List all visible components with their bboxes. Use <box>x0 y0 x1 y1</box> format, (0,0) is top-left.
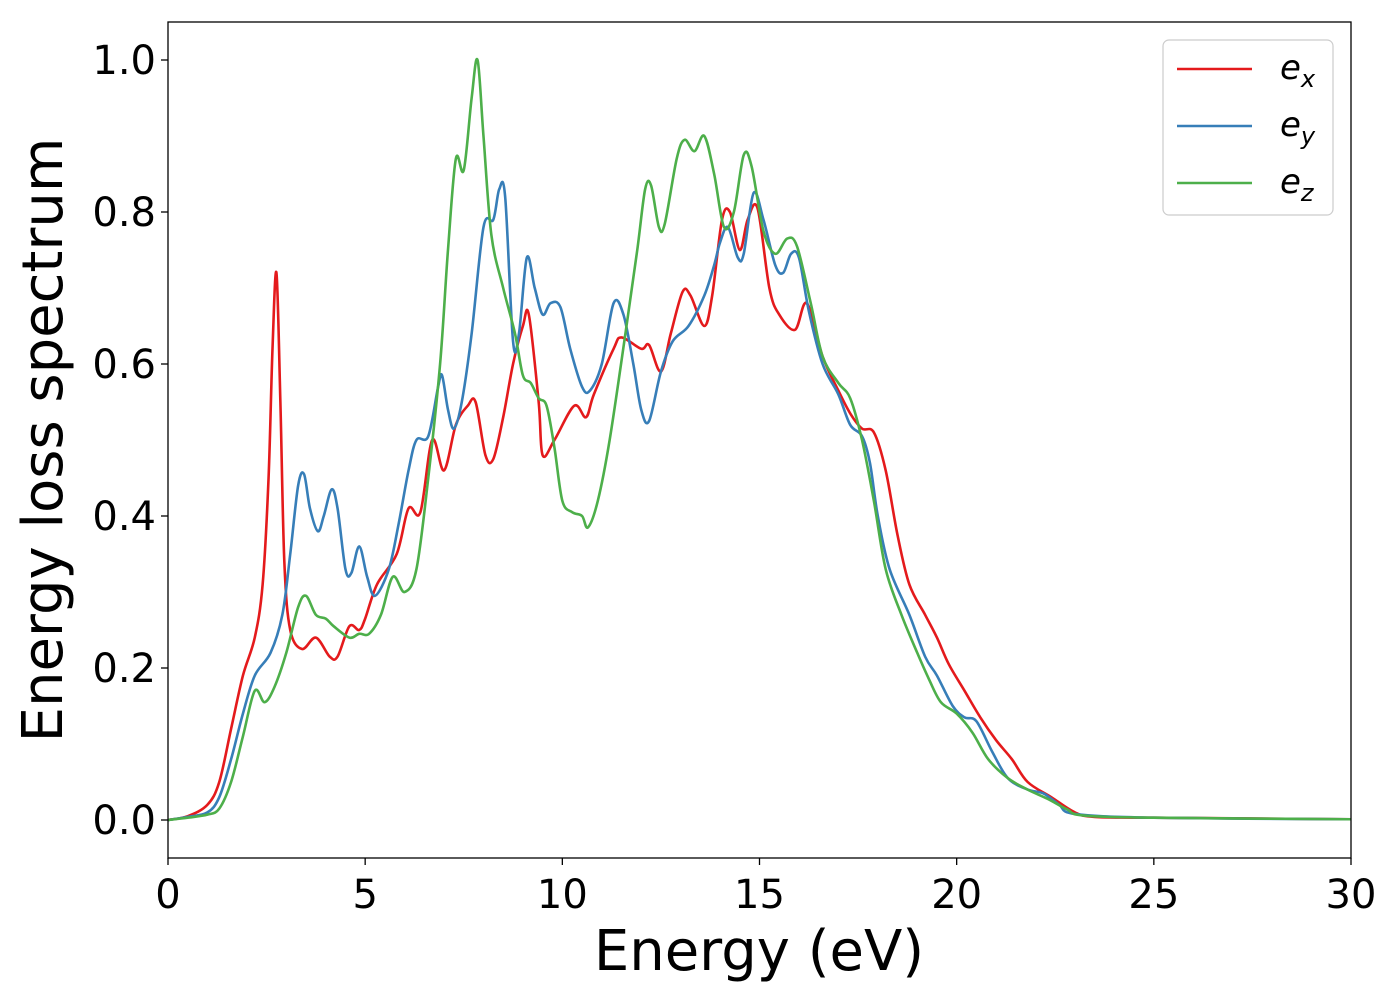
y-tick-label: 0.0 <box>92 798 156 844</box>
x-tick-label: 10 <box>537 872 588 918</box>
x-tick-label: 30 <box>1326 872 1377 918</box>
legend-box <box>1162 39 1334 216</box>
y-axis-title: Energy loss spectrum <box>11 138 76 743</box>
y-tick-label: 0.8 <box>92 190 156 236</box>
series-line-e-y <box>167 180 1352 822</box>
y-tick-label: 0.6 <box>92 342 156 388</box>
x-axis-ticks: 0 5 10 15 20 25 30 <box>155 858 1376 918</box>
series-line-e-x <box>167 202 1352 822</box>
x-axis-title: Energy (eV) <box>594 919 924 984</box>
y-tick-label: 0.2 <box>92 646 156 692</box>
y-tick-label: 0.4 <box>92 494 156 540</box>
series-line-e-z <box>167 57 1352 822</box>
x-tick-label: 20 <box>931 872 982 918</box>
x-tick-label: 5 <box>352 872 377 918</box>
y-axis-ticks: 0.0 0.2 0.4 0.6 0.8 1.0 <box>92 38 168 844</box>
x-tick-label: 0 <box>155 872 180 918</box>
x-tick-label: 25 <box>1128 872 1179 918</box>
x-tick-label: 15 <box>734 872 785 918</box>
series-layer <box>167 57 1352 822</box>
y-tick-label: 1.0 <box>92 38 156 84</box>
